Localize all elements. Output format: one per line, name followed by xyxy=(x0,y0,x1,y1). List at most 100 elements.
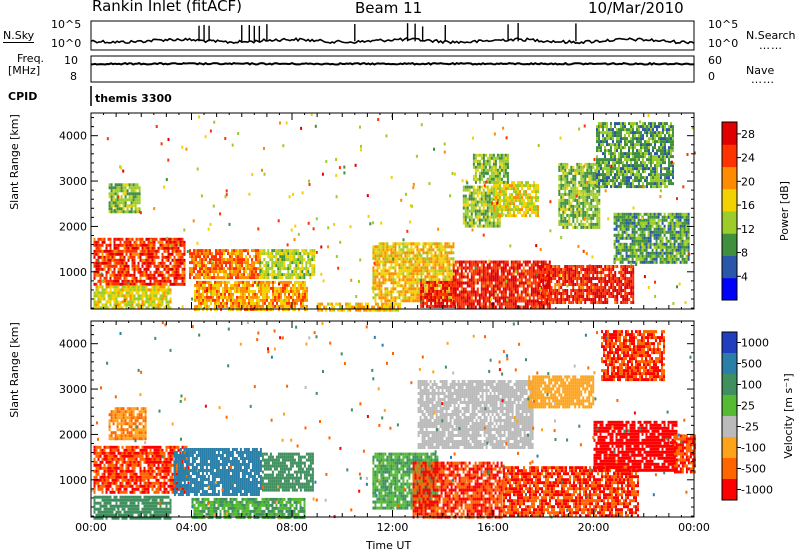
heatmap-cell xyxy=(472,263,475,267)
heatmap-cell xyxy=(496,260,499,264)
heatmap-cell xyxy=(255,273,257,277)
heatmap-cell xyxy=(510,266,513,270)
heatmap-cell xyxy=(242,298,244,302)
heatmap-cell xyxy=(129,240,132,244)
heatmap-cell xyxy=(422,289,425,293)
heatmap-cell xyxy=(129,303,132,307)
heatmap-cell xyxy=(529,202,531,206)
heatmap-cell xyxy=(631,233,634,237)
heatmap-cell xyxy=(667,251,670,255)
heatmap-cell xyxy=(131,255,134,259)
heatmap-cell xyxy=(382,254,385,258)
heatmap-cell xyxy=(533,211,535,215)
heatmap-cell xyxy=(117,285,120,289)
heatmap-cell xyxy=(277,252,280,256)
heatmap-cell xyxy=(97,255,100,259)
heatmap-cell xyxy=(204,295,206,299)
heatmap-cell xyxy=(626,280,629,283)
heatmap-cell xyxy=(444,254,447,258)
heatmap-cell xyxy=(292,295,294,299)
heatmap-cell xyxy=(216,283,218,287)
heatmap-cell xyxy=(554,295,557,298)
heatmap-cell xyxy=(590,289,593,292)
heatmap-cell xyxy=(513,202,515,206)
heatmap-cell xyxy=(266,292,268,296)
heatmap-cell xyxy=(268,283,270,287)
heatmap-cell xyxy=(234,286,236,290)
heatmap-cell xyxy=(390,272,393,276)
heatmap-cell xyxy=(590,286,593,289)
heatmap-cell xyxy=(434,242,437,246)
heatmap-cell xyxy=(157,270,160,274)
heatmap-cell xyxy=(390,296,393,300)
heatmap-cell xyxy=(556,301,559,304)
heatmap-cell xyxy=(205,276,207,280)
heatmap-cell xyxy=(556,295,559,298)
heatmap-cell xyxy=(432,286,435,290)
heatmap-cell xyxy=(111,252,114,256)
heatmap-cell xyxy=(231,258,233,262)
heatmap-cell xyxy=(615,257,618,261)
heatmap-cell xyxy=(596,286,599,289)
heatmap-cell xyxy=(286,289,288,293)
heatmap-cell xyxy=(398,290,401,294)
heatmap-cell xyxy=(131,288,134,292)
heatmap-cell xyxy=(169,291,172,295)
heatmap-cell xyxy=(131,279,134,283)
heatmap-cell xyxy=(396,296,399,300)
heatmap-cell xyxy=(476,212,479,216)
heatmap-cell xyxy=(578,292,581,295)
heatmap-cell xyxy=(669,233,672,237)
heatmap-cell xyxy=(450,292,453,296)
heatmap-cell xyxy=(97,267,100,271)
heatmap-cell xyxy=(113,279,116,283)
heatmap-cell xyxy=(492,287,495,291)
heatmap-cell xyxy=(628,280,631,283)
heatmap-cell xyxy=(444,251,447,255)
heatmap-cell xyxy=(614,271,617,274)
heatmap-cell xyxy=(488,203,491,207)
heatmap-cell xyxy=(558,283,561,286)
heatmap-cell xyxy=(244,292,246,296)
heatmap-cell xyxy=(478,275,481,279)
heatmap-cell xyxy=(114,192,117,196)
heatmap-cell xyxy=(446,283,449,287)
heatmap-cell xyxy=(147,261,150,265)
heatmap-cell xyxy=(376,260,379,264)
heatmap-cell xyxy=(472,260,475,264)
heatmap-cell xyxy=(97,261,100,265)
heatmap-cell xyxy=(382,263,385,267)
heatmap-cell xyxy=(679,236,682,240)
heatmap-cell xyxy=(384,290,387,294)
heatmap-cell xyxy=(173,282,176,286)
heatmap-cell xyxy=(430,304,433,308)
heatmap-cell xyxy=(137,285,140,289)
heatmap-cell xyxy=(671,242,674,246)
heatmap-cell xyxy=(424,242,427,246)
heatmap-cell xyxy=(273,249,276,253)
heatmap-cell xyxy=(295,264,298,268)
heatmap-cell xyxy=(627,212,630,216)
heatmap-cell xyxy=(283,261,286,265)
heatmap-cell xyxy=(258,286,260,290)
heatmap-cell xyxy=(516,266,519,270)
heatmap-cell xyxy=(133,246,136,250)
heatmap-cell xyxy=(204,304,206,308)
heatmap-cell xyxy=(470,221,473,225)
heatmap-cell xyxy=(520,293,523,297)
heatmap-cell xyxy=(125,267,128,271)
heatmap-cell xyxy=(661,242,664,246)
heatmap-cell xyxy=(518,305,521,309)
heatmap-cell xyxy=(558,286,561,289)
heatmap-cell xyxy=(663,212,666,216)
heatmap-cell xyxy=(592,274,595,277)
heatmap-cell xyxy=(526,269,529,273)
heatmap-cell xyxy=(109,303,112,307)
heatmap-cell xyxy=(594,292,597,295)
heatmap-cell xyxy=(171,267,174,271)
heatmap-cell xyxy=(576,292,579,295)
heatmap-cell xyxy=(474,203,477,207)
heatmap-cell xyxy=(647,245,650,249)
heatmap-cell xyxy=(412,290,415,294)
heatmap-cell xyxy=(139,306,142,310)
